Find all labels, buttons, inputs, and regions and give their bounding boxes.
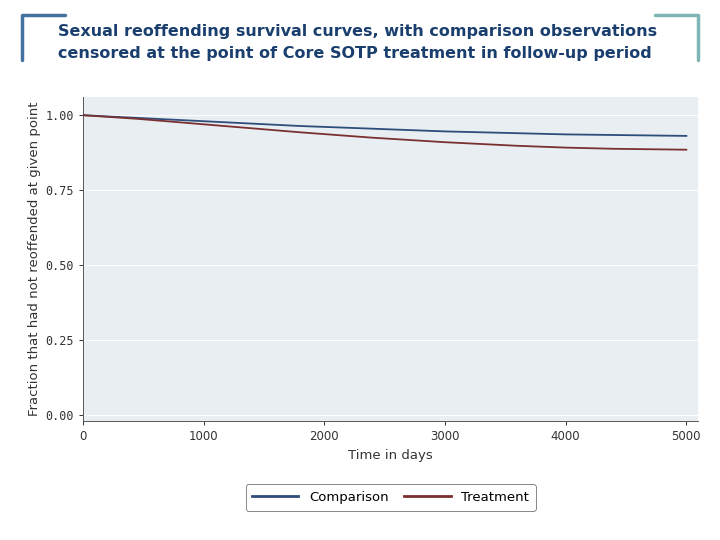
Treatment: [513, 143, 522, 149]
Treatment: [537, 144, 546, 150]
Treatment: [278, 127, 287, 134]
Comparison: [441, 128, 449, 134]
Y-axis label: Fraction that had not reoffended at given point: Fraction that had not reoffended at give…: [28, 102, 41, 416]
Comparison: [464, 129, 473, 135]
Treatment: [169, 119, 178, 125]
Treatment: [205, 122, 214, 128]
Treatment: [392, 136, 401, 143]
Treatment: [658, 146, 667, 153]
Treatment: [562, 144, 570, 151]
Treatment: [114, 114, 123, 121]
Comparison: [682, 133, 690, 139]
X-axis label: Time in days: Time in days: [348, 449, 433, 462]
Comparison: [169, 117, 178, 123]
Line: Comparison: Comparison: [83, 115, 686, 136]
Comparison: [96, 113, 105, 119]
Comparison: [278, 122, 287, 129]
Treatment: [78, 112, 87, 118]
Treatment: [416, 138, 425, 144]
Treatment: [151, 117, 160, 124]
Comparison: [513, 130, 522, 137]
Comparison: [537, 131, 546, 137]
Treatment: [441, 139, 449, 145]
Treatment: [296, 129, 305, 136]
Text: Sexual reoffending survival curves, with comparison observations: Sexual reoffending survival curves, with…: [58, 24, 657, 39]
Treatment: [241, 125, 250, 131]
Treatment: [187, 120, 196, 126]
Comparison: [368, 125, 377, 132]
Treatment: [320, 131, 328, 137]
Comparison: [187, 117, 196, 124]
Comparison: [223, 119, 232, 126]
Comparison: [241, 120, 250, 126]
Treatment: [223, 123, 232, 130]
Treatment: [682, 146, 690, 153]
Comparison: [416, 127, 425, 134]
Comparison: [344, 125, 353, 131]
Comparison: [296, 123, 305, 129]
Treatment: [368, 134, 377, 141]
Comparison: [132, 114, 141, 121]
Comparison: [562, 131, 570, 138]
Comparison: [259, 121, 268, 127]
Comparison: [205, 118, 214, 125]
Comparison: [610, 132, 618, 138]
Treatment: [634, 146, 642, 152]
Comparison: [151, 116, 160, 122]
Comparison: [320, 124, 328, 130]
Treatment: [96, 113, 105, 120]
Comparison: [634, 132, 642, 139]
Comparison: [658, 132, 667, 139]
Treatment: [259, 126, 268, 132]
Treatment: [489, 141, 498, 148]
Comparison: [114, 114, 123, 120]
Comparison: [489, 130, 498, 136]
Treatment: [585, 145, 594, 151]
Treatment: [344, 133, 353, 139]
Comparison: [392, 126, 401, 133]
Legend: Comparison, Treatment: Comparison, Treatment: [246, 484, 536, 511]
Comparison: [78, 112, 87, 118]
Text: censored at the point of Core SOTP treatment in follow-up period: censored at the point of Core SOTP treat…: [58, 46, 652, 61]
Treatment: [610, 146, 618, 152]
Treatment: [132, 116, 141, 122]
Treatment: [464, 140, 473, 147]
Line: Treatment: Treatment: [83, 115, 686, 150]
Comparison: [585, 131, 594, 138]
